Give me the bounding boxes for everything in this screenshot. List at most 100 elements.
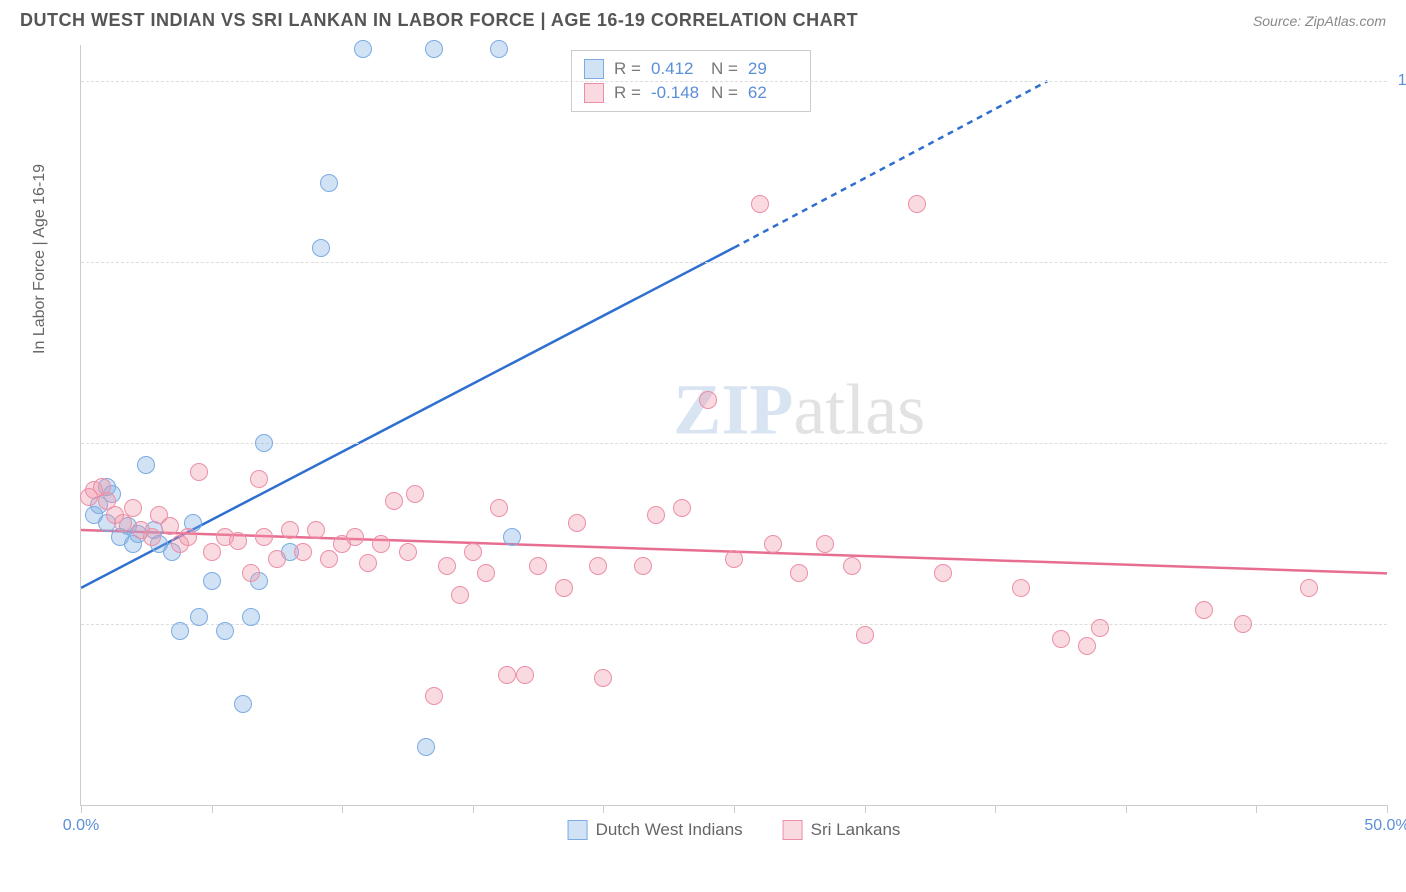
source-attribution: Source: ZipAtlas.com — [1253, 13, 1386, 29]
x-tick — [734, 805, 735, 813]
data-point — [594, 669, 612, 687]
legend-item-series2: Sri Lankans — [783, 820, 901, 840]
data-point — [856, 626, 874, 644]
x-tick — [1387, 805, 1388, 813]
data-point — [464, 543, 482, 561]
legend-label-series2: Sri Lankans — [811, 820, 901, 840]
data-point — [372, 535, 390, 553]
legend-label-series1: Dutch West Indians — [596, 820, 743, 840]
data-point — [1091, 619, 1109, 637]
data-point — [417, 738, 435, 756]
n-value-series2: 62 — [748, 83, 798, 103]
data-point — [498, 666, 516, 684]
legend-item-series1: Dutch West Indians — [568, 820, 743, 840]
data-point — [190, 608, 208, 626]
trend-lines-svg — [81, 45, 1387, 805]
data-point — [725, 550, 743, 568]
data-point — [503, 528, 521, 546]
data-point — [255, 528, 273, 546]
data-point — [354, 40, 372, 58]
stats-row-series2: R = -0.148 N = 62 — [584, 81, 798, 105]
gridline-h — [81, 443, 1387, 444]
x-tick-minor — [342, 805, 343, 813]
data-point — [934, 564, 952, 582]
chart-title: DUTCH WEST INDIAN VS SRI LANKAN IN LABOR… — [20, 10, 858, 31]
n-label-2: N = — [711, 83, 738, 103]
data-point — [143, 528, 161, 546]
data-point — [406, 485, 424, 503]
chart-container: In Labor Force | Age 16-19 ZIPatlas R = … — [50, 45, 1386, 835]
data-point — [161, 517, 179, 535]
data-point — [234, 695, 252, 713]
bottom-legend: Dutch West Indians Sri Lankans — [568, 820, 901, 840]
data-point — [320, 174, 338, 192]
data-point — [477, 564, 495, 582]
legend-swatch-series2 — [783, 820, 803, 840]
data-point — [1012, 579, 1030, 597]
legend-swatch-series1 — [568, 820, 588, 840]
data-point — [250, 470, 268, 488]
watermark: ZIPatlas — [673, 368, 925, 451]
data-point — [516, 666, 534, 684]
data-point — [529, 557, 547, 575]
data-point — [216, 622, 234, 640]
gridline-h — [81, 81, 1387, 82]
data-point — [634, 557, 652, 575]
r-label-2: R = — [614, 83, 641, 103]
data-point — [699, 391, 717, 409]
data-point — [1052, 630, 1070, 648]
data-point — [647, 506, 665, 524]
data-point — [385, 492, 403, 510]
data-point — [281, 521, 299, 539]
x-tick-minor — [865, 805, 866, 813]
data-point — [843, 557, 861, 575]
data-point — [790, 564, 808, 582]
data-point — [568, 514, 586, 532]
data-point — [1078, 637, 1096, 655]
data-point — [190, 463, 208, 481]
data-point — [490, 40, 508, 58]
gridline-h — [81, 624, 1387, 625]
n-value-series1: 29 — [748, 59, 798, 79]
y-axis-label: In Labor Force | Age 16-19 — [31, 164, 49, 354]
data-point — [255, 434, 273, 452]
n-label: N = — [711, 59, 738, 79]
data-point — [307, 521, 325, 539]
r-value-series1: 0.412 — [651, 59, 701, 79]
data-point — [1234, 615, 1252, 633]
plot-area: ZIPatlas R = 0.412 N = 29 R = -0.148 N =… — [80, 45, 1387, 806]
data-point — [171, 622, 189, 640]
data-point — [908, 195, 926, 213]
data-point — [268, 550, 286, 568]
swatch-series2 — [584, 83, 604, 103]
swatch-series1 — [584, 59, 604, 79]
data-point — [320, 550, 338, 568]
x-tick-minor — [603, 805, 604, 813]
data-point — [673, 499, 691, 517]
data-point — [399, 543, 417, 561]
data-point — [764, 535, 782, 553]
x-tick-minor — [473, 805, 474, 813]
data-point — [242, 608, 260, 626]
data-point — [179, 528, 197, 546]
data-point — [242, 564, 260, 582]
data-point — [359, 554, 377, 572]
data-point — [438, 557, 456, 575]
data-point — [346, 528, 364, 546]
x-tick-minor — [995, 805, 996, 813]
data-point — [490, 499, 508, 517]
data-point — [124, 499, 142, 517]
data-point — [555, 579, 573, 597]
data-point — [425, 687, 443, 705]
r-label: R = — [614, 59, 641, 79]
data-point — [425, 40, 443, 58]
watermark-light: atlas — [793, 369, 925, 449]
data-point — [294, 543, 312, 561]
gridline-h — [81, 262, 1387, 263]
data-point — [589, 557, 607, 575]
x-tick-minor — [1256, 805, 1257, 813]
data-point — [451, 586, 469, 604]
x-tick-minor — [1126, 805, 1127, 813]
data-point — [1300, 579, 1318, 597]
x-tick — [81, 805, 82, 813]
